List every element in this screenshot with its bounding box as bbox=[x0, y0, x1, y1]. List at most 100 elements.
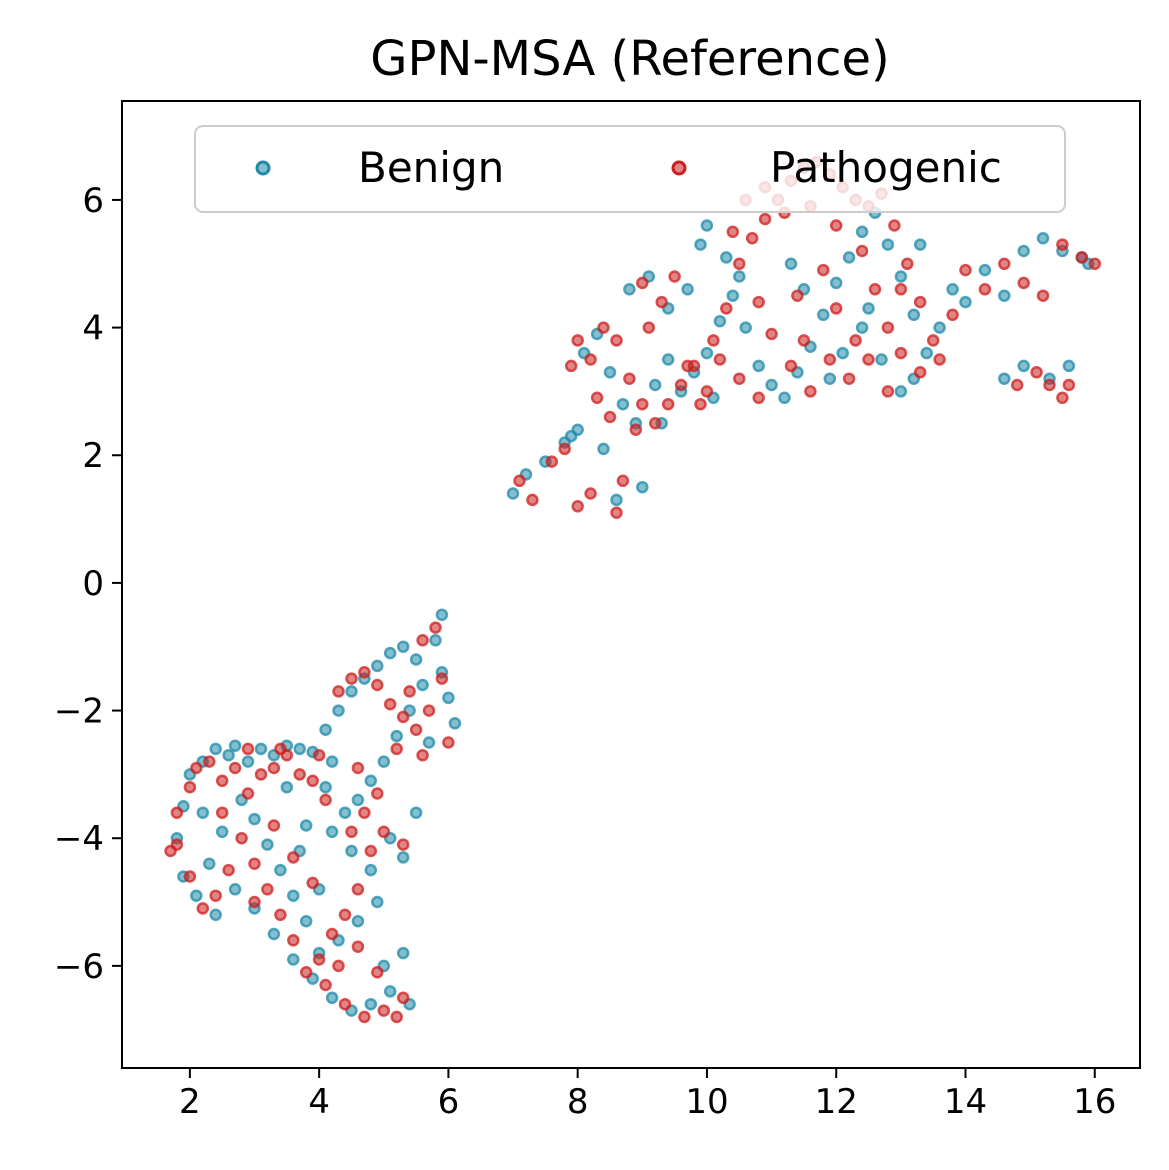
benign-point-45 bbox=[274, 863, 287, 877]
pathogenic-point-25 bbox=[416, 748, 429, 762]
legend-label-pathogenic: Pathogenic bbox=[770, 143, 1002, 192]
pathogenic-point-36 bbox=[312, 953, 326, 966]
benign-point-137 bbox=[564, 429, 578, 443]
pathogenic-point-118 bbox=[668, 270, 681, 283]
benign-point-38 bbox=[396, 851, 410, 864]
pathogenic-point-41 bbox=[377, 1004, 391, 1017]
pathogenic-point-52 bbox=[183, 870, 197, 883]
x-tick-label-8: 8 bbox=[567, 1082, 589, 1122]
benign-point-37 bbox=[409, 806, 423, 819]
benign-point-129 bbox=[681, 283, 694, 296]
benign-point-140 bbox=[784, 257, 798, 271]
pathogenic-point-77 bbox=[610, 334, 623, 347]
pathogenic-point-67 bbox=[312, 748, 326, 762]
points-layer bbox=[164, 155, 1102, 1024]
pathogenic-point-8 bbox=[254, 768, 268, 781]
axes-layer: 2 4 6 8 10 12 14 16 −6 −4 −2 0 2 4 6 bbox=[54, 181, 1117, 1122]
pathogenic-point-148 bbox=[797, 334, 811, 347]
pathogenic-point-50 bbox=[209, 889, 222, 902]
pathogenic-point-144 bbox=[817, 263, 830, 277]
pathogenic-point-75 bbox=[584, 353, 597, 366]
benign-point-50 bbox=[203, 857, 216, 870]
pathogenic-point-63 bbox=[274, 742, 287, 756]
benign-point-39 bbox=[371, 895, 384, 909]
pathogenic-point-18 bbox=[383, 697, 397, 711]
benign-point-91 bbox=[713, 314, 727, 328]
benign-point-26 bbox=[448, 717, 462, 730]
pathogenic-point-6 bbox=[228, 761, 242, 775]
benign-point-118 bbox=[1036, 231, 1050, 245]
pathogenic-point-120 bbox=[642, 321, 656, 334]
pathogenic-point-32 bbox=[396, 838, 410, 851]
benign-point-127 bbox=[720, 251, 733, 264]
pathogenic-point-112 bbox=[765, 327, 778, 341]
pathogenic-point-135 bbox=[1010, 378, 1024, 392]
benign-point-66 bbox=[280, 780, 294, 794]
benign-point-93 bbox=[739, 321, 752, 334]
y-tick-label--4: −4 bbox=[54, 819, 104, 859]
pathogenic-point-58 bbox=[306, 876, 319, 890]
benign-point-8 bbox=[254, 742, 268, 756]
benign-point-126 bbox=[700, 219, 714, 232]
y-tick-label-0: 0 bbox=[82, 564, 104, 604]
chart-title: GPN-MSA (Reference) bbox=[370, 31, 889, 87]
pathogenic-point-73 bbox=[584, 487, 597, 500]
pathogenic-point-48 bbox=[235, 831, 248, 845]
benign-point-109 bbox=[894, 385, 908, 398]
pathogenic-point-30 bbox=[364, 844, 378, 858]
pathogenic-point-49 bbox=[222, 863, 235, 877]
benign-point-46 bbox=[261, 838, 274, 851]
benign-point-60 bbox=[364, 997, 378, 1011]
benign-point-15 bbox=[332, 704, 345, 717]
benign-point-21 bbox=[409, 653, 423, 666]
benign-point-14 bbox=[319, 723, 332, 736]
pathogenic-point-11 bbox=[293, 768, 306, 781]
pathogenic-point-130 bbox=[1088, 257, 1102, 271]
benign-point-136 bbox=[597, 442, 610, 456]
benign-point-102 bbox=[855, 225, 869, 239]
benign-point-142 bbox=[862, 302, 875, 315]
pathogenic-point-136 bbox=[726, 225, 740, 239]
legend-label-benign: Benign bbox=[358, 143, 504, 192]
benign-point-19 bbox=[383, 646, 397, 660]
pathogenic-point-153 bbox=[564, 359, 578, 373]
benign-point-24 bbox=[435, 608, 449, 622]
pathogenic-point-26 bbox=[390, 742, 403, 756]
benign-point-125 bbox=[998, 372, 1011, 385]
benign-point-31 bbox=[351, 793, 365, 807]
pathogenic-point-45 bbox=[274, 908, 287, 922]
benign-point-110 bbox=[875, 353, 888, 366]
pathogenic-point-141 bbox=[829, 219, 843, 232]
pathogenic-point-2 bbox=[183, 780, 197, 794]
pathogenic-point-151 bbox=[694, 397, 707, 411]
pathogenic-point-107 bbox=[862, 353, 875, 366]
benign-point-106 bbox=[907, 308, 921, 322]
pathogenic-point-78 bbox=[623, 372, 636, 385]
legend: Benign Pathogenic bbox=[194, 125, 1066, 213]
benign-point-111 bbox=[855, 321, 869, 334]
pathogenic-point-66 bbox=[416, 634, 429, 647]
pathogenic-point-115 bbox=[713, 353, 727, 366]
pathogenic-point-61 bbox=[371, 966, 384, 979]
series-benign bbox=[170, 206, 1095, 1017]
pathogenic-point-12 bbox=[306, 774, 319, 788]
benign-point-101 bbox=[842, 251, 856, 264]
pathogenic-point-1 bbox=[170, 806, 184, 819]
pathogenic-point-19 bbox=[396, 710, 410, 724]
benign-point-113 bbox=[823, 372, 837, 385]
benign-point-47 bbox=[248, 812, 261, 826]
pathogenic-point-156 bbox=[933, 353, 946, 366]
benign-point-95 bbox=[765, 378, 778, 392]
pathogenic-point-70 bbox=[545, 455, 559, 468]
pathogenic-point-38 bbox=[319, 978, 332, 992]
pathogenic-point-155 bbox=[603, 410, 617, 424]
pathogenic-point-17 bbox=[371, 678, 384, 692]
pathogenic-point-80 bbox=[648, 417, 662, 430]
benign-point-86 bbox=[648, 378, 662, 392]
pathogenic-point-152 bbox=[629, 423, 643, 436]
benign-point-55 bbox=[267, 927, 281, 941]
pathogenic-point-125 bbox=[998, 257, 1011, 271]
pathogenic-point-31 bbox=[377, 825, 391, 839]
benign-point-18 bbox=[371, 659, 384, 673]
